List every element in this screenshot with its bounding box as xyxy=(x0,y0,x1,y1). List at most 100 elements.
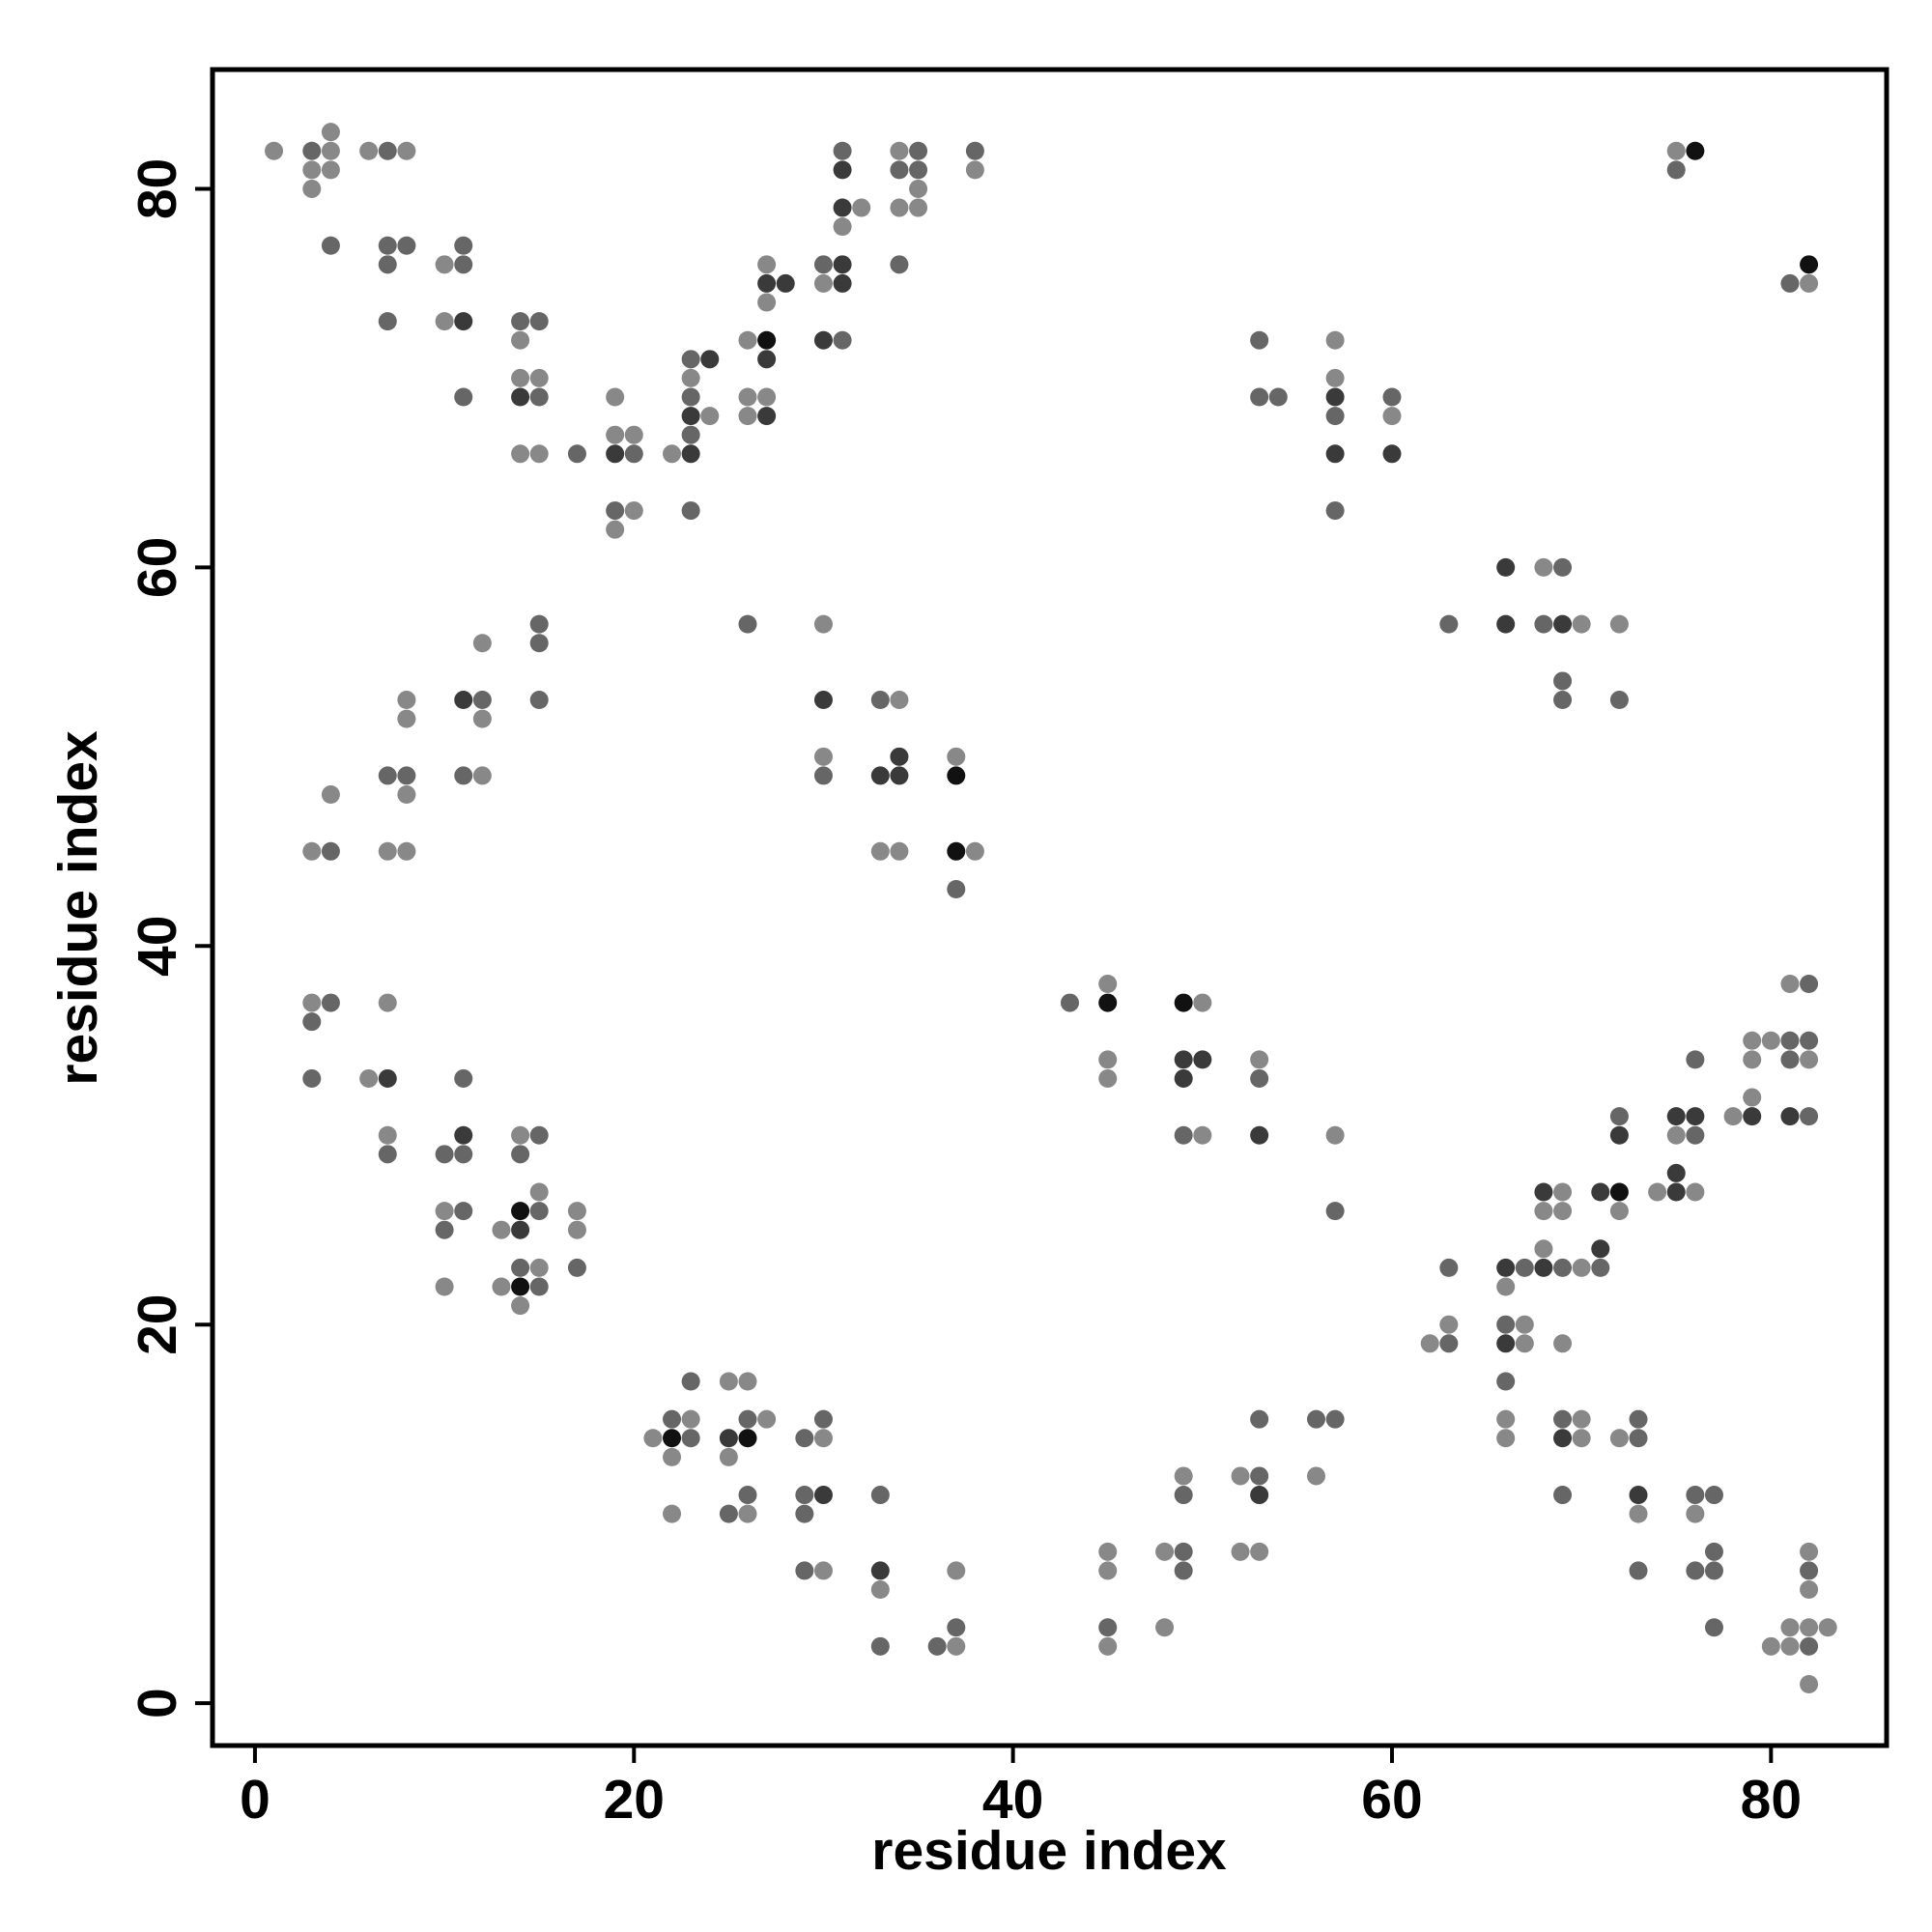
point xyxy=(1572,1409,1591,1429)
point xyxy=(1609,1125,1629,1145)
point xyxy=(1553,1202,1573,1221)
point xyxy=(435,312,454,331)
point xyxy=(813,273,833,293)
point xyxy=(1496,1409,1516,1429)
point xyxy=(1686,1561,1705,1580)
point xyxy=(378,1145,397,1164)
x-tick-label: 20 xyxy=(604,1769,665,1831)
point xyxy=(1496,1429,1516,1448)
point xyxy=(757,1409,777,1429)
point xyxy=(1591,1258,1610,1277)
point xyxy=(378,1068,397,1088)
point xyxy=(435,1145,454,1164)
point xyxy=(1174,1486,1193,1505)
point xyxy=(302,1068,322,1088)
point xyxy=(567,1220,586,1239)
point xyxy=(947,841,966,861)
point xyxy=(795,1504,814,1523)
point xyxy=(870,691,890,710)
point xyxy=(1629,1486,1648,1505)
point xyxy=(397,709,416,728)
point xyxy=(472,709,492,728)
point xyxy=(1496,1258,1516,1277)
point xyxy=(1325,1202,1345,1221)
point xyxy=(813,255,833,274)
point xyxy=(1800,1618,1819,1637)
point xyxy=(1534,1258,1553,1277)
point xyxy=(833,255,852,274)
point xyxy=(795,1561,814,1580)
y-tick-label: 60 xyxy=(127,537,188,598)
point xyxy=(1609,614,1629,634)
point xyxy=(435,1277,454,1296)
y-axis-label: residue index xyxy=(47,730,109,1086)
point xyxy=(511,1202,530,1221)
point xyxy=(1496,1334,1516,1353)
point xyxy=(663,1447,682,1466)
point xyxy=(1629,1561,1648,1580)
point xyxy=(757,255,777,274)
point xyxy=(624,425,643,444)
point xyxy=(1553,1334,1573,1353)
point xyxy=(1098,1561,1118,1580)
point xyxy=(378,236,397,255)
point xyxy=(1496,1372,1516,1391)
point xyxy=(1496,1277,1516,1296)
point xyxy=(1648,1182,1667,1202)
point xyxy=(511,1296,530,1316)
point xyxy=(1800,255,1819,274)
point xyxy=(1155,1542,1175,1561)
point xyxy=(1553,1182,1573,1202)
point xyxy=(1174,1542,1193,1561)
point xyxy=(890,841,909,861)
point xyxy=(1723,1107,1743,1126)
point xyxy=(511,1220,530,1239)
point xyxy=(757,293,777,312)
point xyxy=(890,691,909,710)
point xyxy=(567,1258,586,1277)
point xyxy=(719,1447,738,1466)
point xyxy=(1439,614,1459,634)
point xyxy=(1553,1409,1573,1429)
point xyxy=(1325,368,1345,387)
point xyxy=(1515,1334,1534,1353)
y-tick-label: 40 xyxy=(127,916,188,977)
point xyxy=(1629,1429,1648,1448)
point xyxy=(1666,1163,1686,1182)
point xyxy=(529,1125,549,1145)
point xyxy=(757,407,777,426)
point xyxy=(606,444,625,464)
point xyxy=(833,198,852,217)
point xyxy=(1780,1050,1800,1069)
point xyxy=(378,1125,397,1145)
point xyxy=(1325,330,1345,350)
point xyxy=(965,841,984,861)
point xyxy=(1193,993,1212,1012)
point xyxy=(1553,1258,1573,1277)
point xyxy=(1743,1050,1762,1069)
point xyxy=(624,444,643,464)
point xyxy=(813,1561,833,1580)
point xyxy=(378,766,397,785)
point xyxy=(1609,1107,1629,1126)
point xyxy=(1609,1202,1629,1221)
point xyxy=(870,1561,890,1580)
point xyxy=(738,1504,757,1523)
point xyxy=(813,1486,833,1505)
point xyxy=(681,407,700,426)
point xyxy=(454,236,473,255)
point xyxy=(813,1409,833,1429)
point xyxy=(606,425,625,444)
point xyxy=(378,312,397,331)
point xyxy=(529,444,549,464)
point xyxy=(1629,1504,1648,1523)
point xyxy=(454,255,473,274)
point xyxy=(1325,501,1345,521)
point xyxy=(1325,387,1345,407)
point xyxy=(1609,691,1629,710)
point xyxy=(1780,273,1800,293)
point xyxy=(1174,993,1193,1012)
point xyxy=(738,1486,757,1505)
point xyxy=(1780,1107,1800,1126)
point xyxy=(870,1636,890,1656)
